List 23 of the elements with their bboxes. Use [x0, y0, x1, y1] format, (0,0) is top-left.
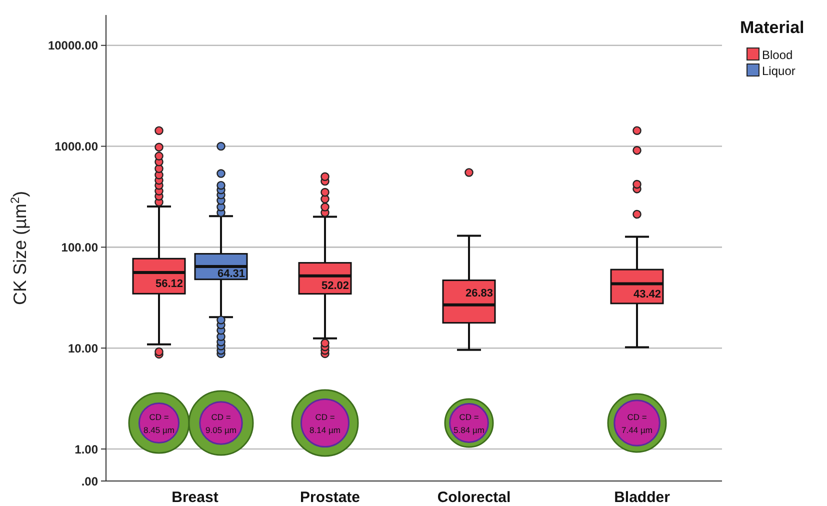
x-tick-label: Breast — [172, 489, 218, 506]
y-tick-label: 1000.00 — [54, 140, 98, 154]
annotation: 56.12 — [155, 278, 183, 290]
annotation: CD = 7.44 µm — [622, 412, 652, 435]
annotation: CD = 9.05 µm — [206, 412, 236, 435]
y-tick-label: .00 — [81, 474, 98, 488]
y-tick-label: 100.00 — [61, 240, 98, 255]
annotation: CD = 8.14 µm — [310, 412, 340, 435]
annotation: CD = 8.45 µm — [144, 412, 174, 435]
x-tick-label: Colorectal — [437, 489, 511, 506]
annotation: 64.31 — [217, 268, 245, 280]
x-tick-label: Prostate — [300, 489, 360, 506]
legend-label: Liquor — [762, 64, 796, 78]
annotation: CD = 5.84 µm — [454, 412, 484, 435]
annotation: 43.42 — [633, 288, 661, 301]
x-tick-label: Bladder — [614, 489, 670, 506]
y-tick-label: 10000.00 — [48, 38, 98, 53]
y-tick-label: 10.00 — [68, 341, 98, 356]
legend-title: Material — [740, 18, 804, 37]
y-tick-label: 1.00 — [74, 442, 98, 456]
legend-label: Blood — [762, 48, 793, 62]
annotation: 26.83 — [465, 288, 493, 300]
annotation: 52.02 — [321, 280, 349, 292]
